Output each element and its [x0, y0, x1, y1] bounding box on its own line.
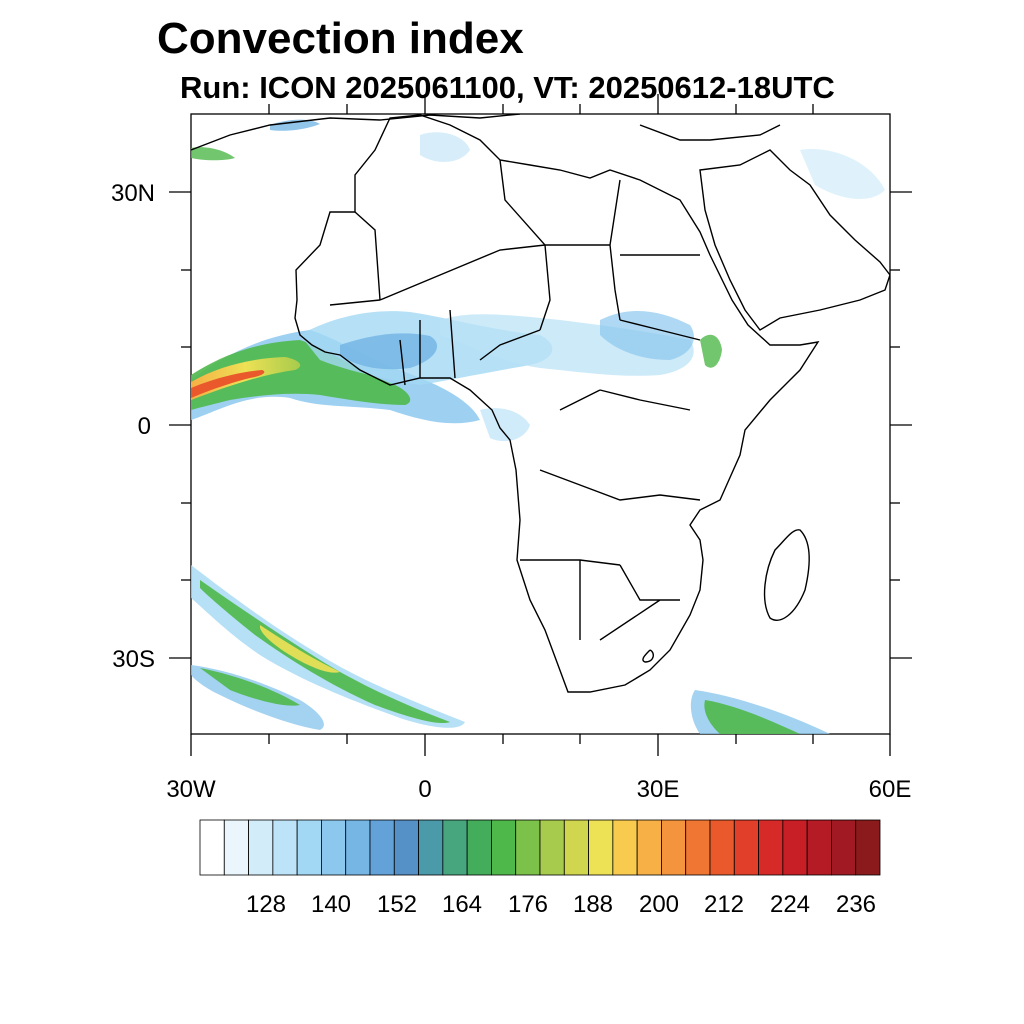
colorbar-swatch [709, 819, 735, 876]
lat-label-30n: 30N [111, 180, 155, 207]
sudan-convection [600, 310, 694, 360]
field-shading [191, 119, 885, 734]
colorbar-swatch [733, 819, 759, 876]
land-outlines [191, 114, 890, 693]
colorbar-swatch [369, 819, 395, 876]
colorbar-swatch [831, 819, 857, 876]
colorbar-swatch [612, 819, 638, 876]
arabia-coastline [699, 149, 890, 331]
colorbar [199, 819, 881, 876]
nw-atlantic-convection [191, 147, 235, 161]
colorbar-swatch [515, 819, 541, 876]
country-borders [329, 159, 701, 663]
colorbar-swatch [539, 819, 565, 876]
plot-frame [190, 113, 891, 735]
colorbar-swatch [491, 819, 517, 876]
ethiopia-convection [700, 334, 722, 368]
south-atlantic-band-outer [191, 565, 465, 728]
guinea-coast-core [340, 333, 438, 370]
lat-label-30s: 30S [112, 646, 155, 673]
madagascar-coastline [763, 529, 810, 621]
iran-convection [800, 149, 885, 200]
colorbar-label: 128 [246, 891, 286, 918]
lon-label-60e: 60E [869, 776, 912, 803]
north-atlantic-streak [270, 119, 320, 131]
map-subtitle: Run: ICON 2025061100, VT: 20250612-18UTC [180, 70, 835, 105]
colorbar-label: 212 [704, 891, 744, 918]
southwest-band-core [200, 668, 300, 706]
colorbar-swatch [466, 819, 492, 876]
turkey-coastline [639, 124, 781, 141]
colorbar-swatch [588, 819, 614, 876]
gabon-convection [480, 408, 530, 442]
colorbar-swatch [442, 819, 468, 876]
colorbar-swatch [758, 819, 784, 876]
colorbar-swatch [345, 819, 371, 876]
south-indian-band-core [704, 700, 800, 734]
lon-label-30e: 30E [637, 776, 680, 803]
colorbar-swatch [393, 819, 419, 876]
europe-coastline [191, 114, 521, 151]
map-title: Convection index [157, 14, 524, 63]
mediterranean-convection [420, 132, 470, 162]
atlantic-band-max [191, 370, 265, 398]
colorbar-swatch [248, 819, 274, 876]
colorbar-label: 188 [573, 891, 613, 918]
lon-label-30w: 30W [166, 776, 216, 803]
colorbar-swatch [685, 819, 711, 876]
colorbar-swatch [661, 819, 687, 876]
colorbar-label: 152 [377, 891, 417, 918]
colorbar-label: 176 [508, 891, 548, 918]
africa-coastline [294, 114, 820, 693]
colorbar-swatch [855, 819, 881, 876]
colorbar-swatch [272, 819, 298, 876]
lat-label-0: 0 [138, 413, 151, 440]
colorbar-label: 236 [836, 891, 876, 918]
atlantic-band-mid [191, 340, 411, 410]
colorbar-swatch [782, 819, 808, 876]
lon-label-0: 0 [418, 776, 431, 803]
colorbar-swatch [636, 819, 662, 876]
colorbar-label: 140 [311, 891, 351, 918]
colorbar-label: 200 [639, 891, 679, 918]
colorbar-label: 164 [442, 891, 482, 918]
axis-ticks [169, 94, 912, 756]
colorbar-label: 224 [770, 891, 810, 918]
colorbar-swatch [223, 819, 249, 876]
colorbar-swatch [806, 819, 832, 876]
colorbar-swatch [321, 819, 347, 876]
colorbar-swatch [296, 819, 322, 876]
colorbar-labels: 128 140 152 164 176 188 200 212 224 236 [246, 891, 876, 918]
colorbar-swatch [199, 819, 225, 876]
colorbar-swatch [563, 819, 589, 876]
colorbar-swatch [418, 819, 444, 876]
